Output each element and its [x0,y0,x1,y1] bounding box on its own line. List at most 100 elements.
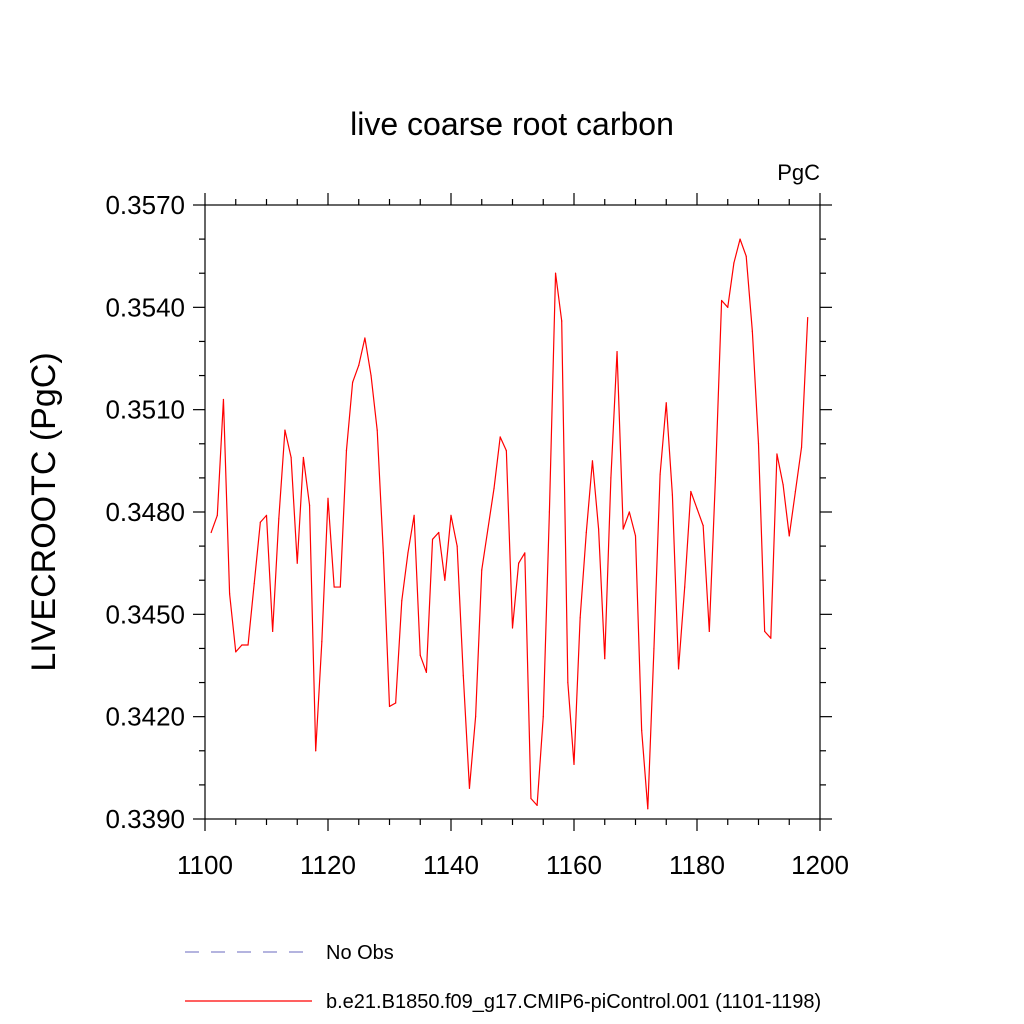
data-point [628,511,630,513]
data-point [511,627,514,629]
data-point [598,528,600,530]
data-point [751,330,753,332]
plot-frame [204,204,821,820]
data-point [653,647,655,650]
data-point [548,511,551,513]
data-point [493,487,495,489]
data-point [475,716,477,718]
data-point [536,804,538,806]
data-point [456,545,458,547]
y-tick-label: 0.3540 [105,292,185,322]
data-point [382,552,384,554]
data-point [727,306,729,308]
data-point [327,497,329,499]
data-point [665,402,667,404]
data-point [321,641,323,643]
data-point [247,644,249,646]
data-point [296,562,298,564]
data-point [807,316,809,319]
x-tick-label: 1100 [177,850,233,880]
y-tick-label: 0.3480 [105,497,185,527]
data-point [757,443,760,445]
y-tick-label: 0.3420 [105,702,185,732]
data-point [487,528,489,530]
y-axis-label: LIVECROOTC (PgC) [25,352,63,671]
data-point [524,552,526,554]
data-point [677,668,680,670]
data-point [259,521,261,523]
data-point [364,337,366,339]
data-point [339,586,341,588]
data-point [265,514,268,517]
data-point [284,429,286,431]
series-layer [210,238,809,810]
data-point [579,617,581,619]
data-point [794,490,797,493]
data-point [714,477,717,479]
data-point [235,651,237,653]
data-point [684,586,686,588]
data-point [481,569,483,571]
data-point [308,504,311,506]
data-point [690,490,692,493]
data-point [782,484,784,486]
data-point [315,750,317,752]
y-tick-label: 0.3450 [105,599,185,629]
axis-ticks [193,193,832,831]
legend-label-picontrol: b.e21.B1850.f09_g17.CMIP6-piControl.001 … [326,991,821,1013]
data-point [745,255,747,257]
data-point [591,460,594,462]
data-point [210,531,212,534]
x-tick-label: 1120 [300,850,356,880]
data-point [647,808,649,810]
data-point [770,637,772,639]
data-point [585,531,587,534]
data-point [499,436,501,438]
data-point [290,456,292,459]
data-point [462,675,464,677]
data-point [216,514,218,517]
data-point [450,514,452,517]
data-point [634,535,637,537]
data-point [554,272,557,274]
data-point [721,299,723,302]
data-point [413,514,415,517]
data-point [542,716,544,718]
data-point [800,446,803,448]
data-point [376,429,378,431]
data-point [401,600,403,602]
data-point [764,630,766,632]
x-tick-label: 1140 [423,850,479,880]
legend: No Obs b.e21.B1850.f09_g17.CMIP6-piContr… [185,942,821,1013]
data-point [222,398,225,401]
data-point [696,507,698,510]
data-point [358,364,360,366]
data-point [622,528,624,530]
data-point [241,644,243,646]
data-point [345,450,348,452]
data-point [388,705,391,708]
y-tick-label: 0.3390 [105,804,185,834]
axis-tick-labels: 1100 1120 1140 1160 1180 1200 0.3390 0.3420 0.34… [105,190,848,880]
data-point [788,535,790,537]
data-point [302,456,304,459]
data-point [431,538,434,540]
units-label: PgC [777,160,820,185]
data-point [333,586,335,588]
data-point [468,787,471,789]
data-point [518,562,520,564]
data-point [229,593,231,595]
data-point [438,531,440,534]
chart-title: live coarse root carbon [350,106,674,142]
data-point [733,262,735,264]
data-point [272,630,274,632]
series-line-0 [210,238,809,810]
data-point [505,450,507,452]
data-point [253,583,255,585]
data-point [610,477,612,479]
data-point [573,763,575,766]
data-point [616,351,618,353]
data-point [776,453,778,455]
data-point [659,473,661,476]
data-point [407,552,409,554]
